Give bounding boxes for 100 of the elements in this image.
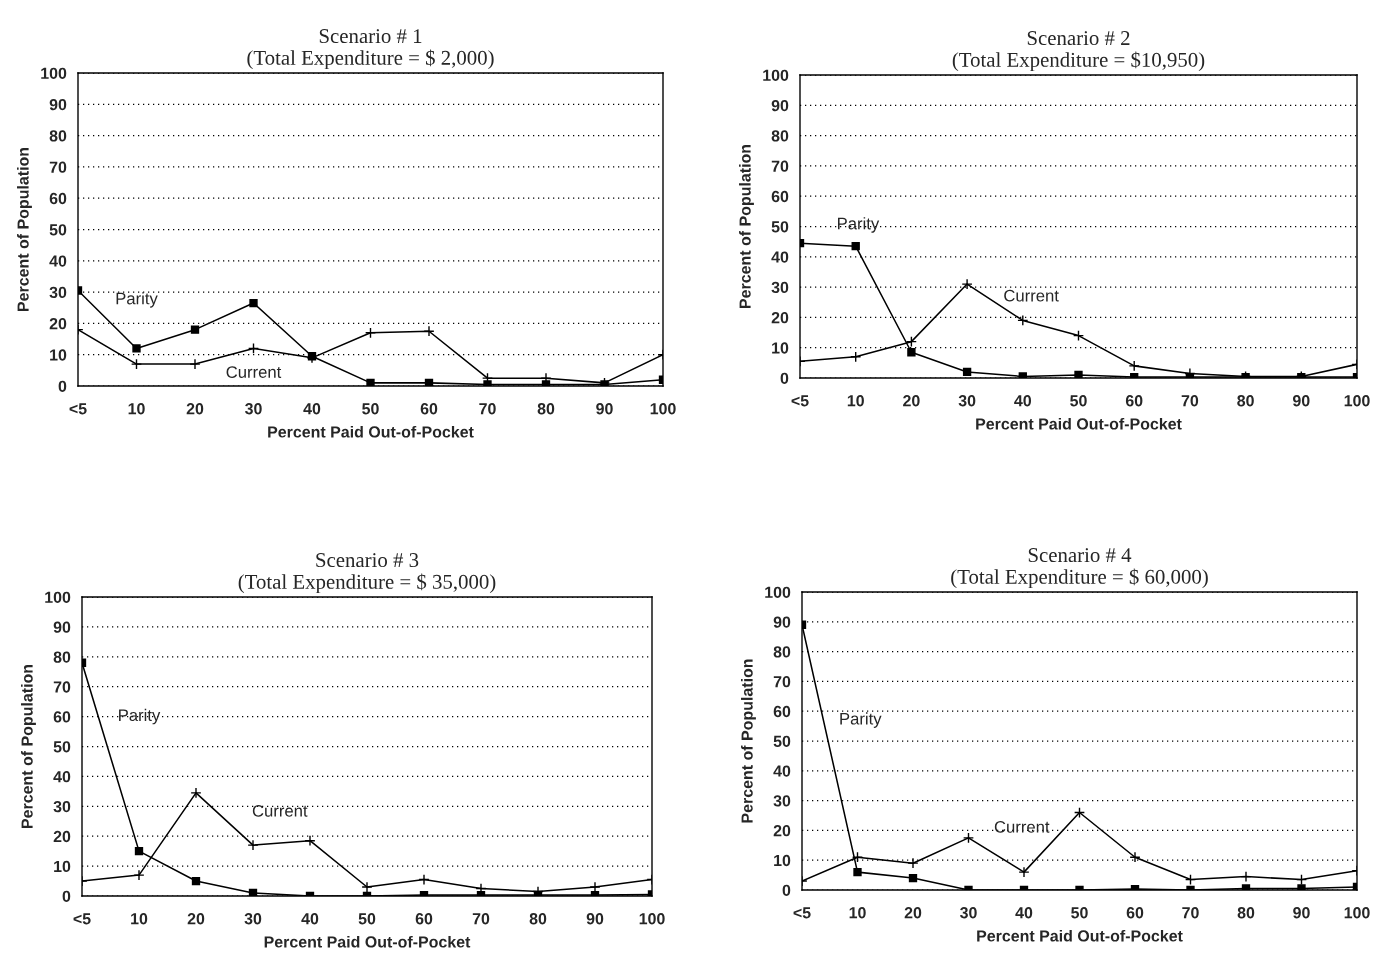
y-axis-title: Percent of Population [739, 144, 754, 308]
y-tick-label: 90 [771, 99, 789, 112]
y-tick-label: 50 [53, 741, 71, 753]
y-tick-label: 60 [53, 711, 71, 723]
y-tick-label: 90 [49, 98, 67, 111]
x-tick-label: 70 [1182, 907, 1199, 919]
y-tick-label: 100 [765, 586, 791, 598]
y-tick-label: 80 [773, 646, 791, 658]
x-tick-label: 80 [1237, 907, 1255, 919]
x-tick-label: 60 [1125, 395, 1143, 407]
x-tick-label: 90 [1292, 395, 1310, 407]
y-tick-label: 30 [49, 286, 67, 299]
y-tick-label: 10 [50, 349, 67, 361]
x-tick-label: 70 [479, 403, 496, 415]
x-axis-title: Percent Paid Out-of-Pocket [264, 935, 471, 948]
x-tick-label: 20 [903, 395, 920, 407]
y-tick-label: 40 [53, 771, 71, 783]
y-tick-label: 90 [53, 621, 71, 633]
y-tick-label: 30 [773, 795, 791, 807]
x-tick-label: 80 [529, 913, 547, 925]
chart-title: Scenario # 4 [1028, 548, 1132, 563]
x-tick-label: 60 [415, 913, 433, 925]
x-axis-title: Percent Paid Out-of-Pocket [976, 417, 1182, 430]
x-tick-label: 90 [1293, 907, 1310, 919]
chart-title: Scenario # 2 [1027, 31, 1130, 46]
y-tick-label: 60 [771, 190, 789, 203]
x-tick-label: 60 [420, 403, 438, 415]
x-tick-label: 60 [1126, 907, 1144, 919]
annotation: Parity [119, 708, 161, 725]
y-tick-label: 70 [773, 676, 791, 688]
x-tick-label: 40 [303, 403, 321, 415]
x-tick-label: 40 [1015, 907, 1033, 919]
y-tick-label: 100 [41, 67, 67, 79]
y-tick-label: 100 [45, 591, 71, 603]
y-axis-title: Percent of Population [21, 664, 36, 828]
x-tick-label: 40 [301, 913, 319, 925]
y-tick-label: 90 [773, 616, 791, 628]
x-tick-label: 20 [187, 913, 205, 925]
y-tick-label: 20 [49, 318, 67, 330]
x-tick-label: 50 [1070, 395, 1087, 407]
y-tick-label: 100 [763, 69, 789, 81]
x-tick-label: 70 [472, 913, 490, 925]
x-tick-label: 100 [1344, 395, 1370, 407]
annotation: Parity [837, 217, 880, 233]
y-tick-label: 70 [49, 161, 67, 173]
annotation: Parity [840, 712, 882, 728]
y-tick-label: 0 [58, 380, 67, 392]
chart-subtitle: (Total Expenditure = $ 2,000) [247, 49, 494, 70]
annotation: Current [994, 820, 1050, 833]
y-tick-label: 0 [782, 884, 791, 896]
x-tick-label: 10 [849, 907, 866, 919]
annotation: Parity [116, 292, 158, 308]
annotation: Current [1004, 289, 1059, 302]
x-tick-label: 100 [650, 403, 676, 415]
x-tick-label: 20 [186, 403, 204, 415]
x-tick-label: 50 [358, 913, 376, 925]
y-tick-label: 30 [771, 281, 789, 294]
x-tick-label: 20 [904, 907, 922, 919]
x-tick-label: 50 [362, 403, 379, 415]
y-tick-label: 20 [773, 825, 791, 837]
x-tick-label: 30 [244, 403, 262, 415]
y-tick-label: 50 [771, 221, 789, 233]
x-tick-label: 30 [244, 913, 262, 925]
y-tick-label: 10 [774, 854, 791, 867]
y-axis-title: Percent of Population [741, 659, 756, 823]
y-tick-label: 0 [780, 372, 789, 384]
y-tick-label: 20 [53, 830, 71, 843]
y-tick-label: 70 [771, 160, 789, 172]
chart-title: Scenario # 1 [319, 29, 422, 44]
y-tick-label: 40 [49, 255, 67, 267]
y-tick-label: 40 [773, 765, 791, 777]
x-tick-label: 100 [1344, 907, 1370, 919]
y-tick-label: 80 [53, 651, 71, 663]
x-tick-label: 100 [639, 913, 665, 925]
x-tick-label: 90 [586, 913, 604, 925]
x-tick-label: 10 [847, 395, 864, 407]
y-tick-label: 40 [771, 251, 789, 263]
x-tick-label: <5 [791, 395, 809, 407]
x-tick-label: 80 [1237, 395, 1254, 407]
annotation: Current [226, 366, 282, 378]
y-tick-label: 30 [53, 800, 71, 813]
y-tick-label: 0 [62, 890, 71, 902]
x-tick-label: 80 [537, 403, 555, 415]
y-tick-label: 20 [771, 312, 789, 324]
y-tick-label: 10 [772, 342, 789, 354]
y-tick-label: 80 [771, 130, 789, 142]
x-tick-label: <5 [73, 913, 91, 925]
annotation: Current [252, 804, 308, 817]
y-tick-label: 60 [773, 705, 791, 718]
y-axis-title: Percent of Population [17, 147, 32, 311]
x-axis-title: Percent Paid Out-of-Pocket [268, 425, 474, 438]
x-tick-label: 30 [959, 907, 977, 919]
y-tick-label: 60 [49, 192, 67, 205]
x-tick-label: <5 [69, 403, 87, 415]
y-tick-label: 50 [49, 224, 67, 236]
x-tick-label: 70 [1181, 395, 1199, 407]
y-tick-label: 10 [54, 860, 71, 873]
y-tick-label: 80 [49, 130, 67, 142]
x-tick-label: 10 [128, 403, 145, 415]
x-tick-label: 30 [958, 395, 976, 407]
